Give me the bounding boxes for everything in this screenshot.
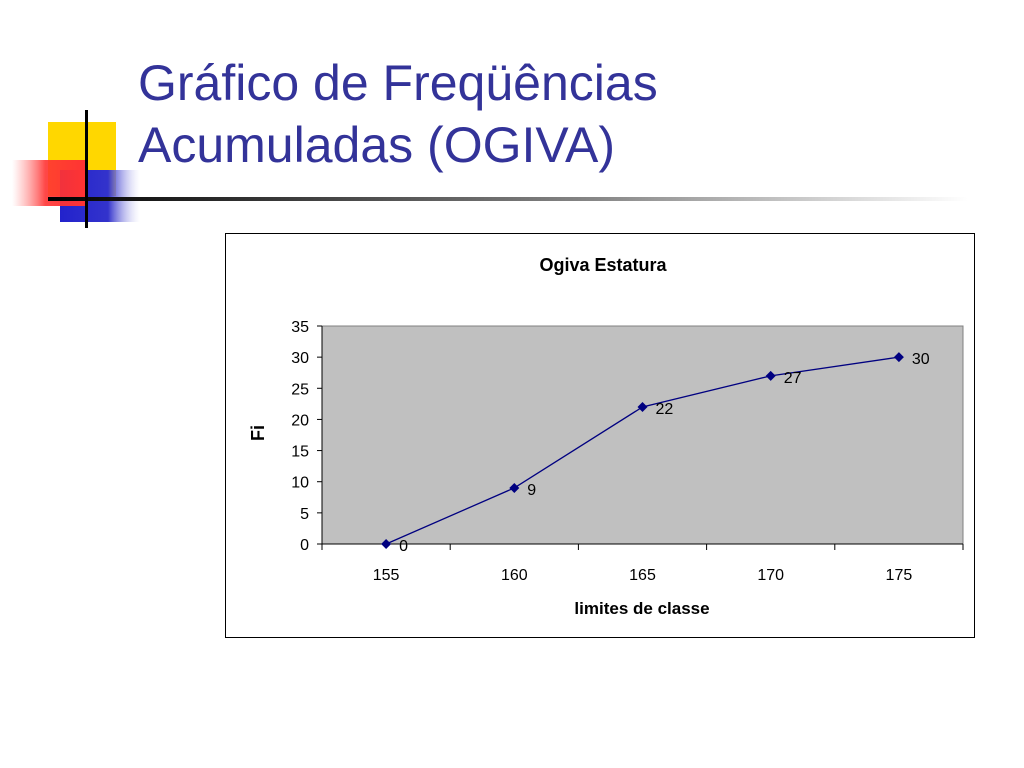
y-tick-label: 10 — [291, 475, 309, 492]
y-tick-label: 35 — [291, 319, 309, 336]
slide-title-line2: Acumuladas (OGIVA) — [138, 117, 616, 173]
chart-frame: Ogiva Estatura Fi limites de classe 0 5 10… — [225, 233, 975, 638]
x-tick-label: 165 — [629, 567, 656, 584]
y-tick-label: 30 — [291, 350, 309, 367]
deco-horizontal-rule — [48, 197, 968, 201]
data-point-marker — [893, 352, 904, 363]
x-tick-label: 160 — [501, 567, 528, 584]
y-tick-label: 25 — [291, 381, 309, 398]
slide-title: Gráfico de Freqüências Acumuladas (OGIVA… — [138, 52, 658, 176]
data-point-marker — [637, 401, 648, 412]
y-tick-label: 5 — [300, 506, 309, 523]
y-tick-label: 15 — [291, 444, 309, 461]
data-point-marker — [765, 370, 776, 381]
data-label: 9 — [527, 482, 536, 499]
x-axis-label: limites de classe — [574, 599, 709, 618]
x-tick-label: 155 — [373, 567, 400, 584]
data-label: 30 — [912, 351, 930, 368]
deco-vertical-rule — [85, 110, 88, 228]
decorative-corner-graphic — [12, 110, 968, 228]
data-point-marker — [509, 482, 520, 493]
slide-title-line1: Gráfico de Freqüências — [138, 55, 658, 111]
data-label: 22 — [656, 401, 674, 418]
chart-title: Ogiva Estatura — [539, 255, 667, 275]
data-label: 27 — [784, 370, 802, 387]
y-tick-label: 0 — [300, 537, 309, 554]
y-axis-label: Fi — [248, 425, 268, 441]
y-tick-label: 20 — [291, 412, 309, 429]
ogive-chart: Ogiva Estatura Fi limites de classe 0 5 10… — [248, 255, 964, 618]
data-label: 0 — [399, 538, 408, 555]
data-point-marker — [381, 539, 392, 549]
series-group: 0 9 22 27 30 — [381, 351, 930, 555]
plot-area — [321, 325, 964, 545]
x-tick-label: 175 — [886, 567, 913, 584]
x-tick-label: 170 — [757, 567, 784, 584]
axes: 0 5 10 15 20 25 30 35 155 160 165 170 175 — [291, 319, 964, 584]
